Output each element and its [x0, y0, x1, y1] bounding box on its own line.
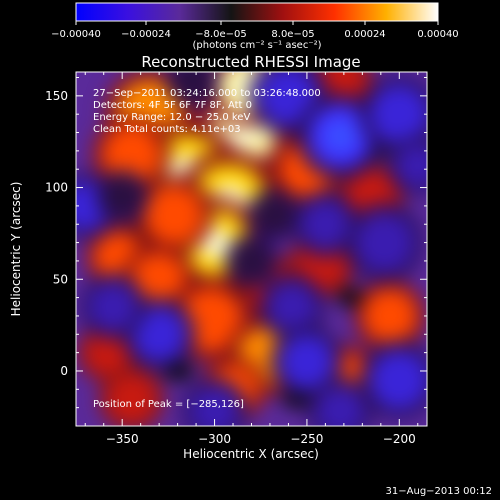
- heatmap-source: [280, 335, 334, 389]
- colorbar-tick-label: −0.00040: [51, 29, 101, 40]
- heatmap-source: [232, 241, 271, 281]
- heatmap-source: [254, 195, 293, 235]
- heatmap-source: [173, 72, 212, 101]
- heatmap-source: [88, 282, 137, 331]
- heatmap-sources: [76, 72, 427, 426]
- annotation-line: Detectors: 4F 5F 6F 7F 8F, Att 0: [93, 100, 252, 111]
- heatmap-source: [316, 387, 365, 426]
- x-tick-label: −350: [106, 432, 139, 446]
- colorbar-tick-label: −0.00024: [121, 29, 171, 40]
- peak-position-label: Position of Peak = [−285,126]: [93, 399, 244, 410]
- annotation-block: 27−Sep−2011 03:24:16.000 to 03:26:48.000…: [93, 88, 321, 135]
- heatmap-source: [370, 85, 427, 143]
- colorbar-tick-label: −8.0e−05: [195, 29, 247, 40]
- colorbar-unit-label: (photons cm⁻² s⁻¹ asec⁻²): [192, 40, 321, 51]
- heatmap-source: [190, 387, 239, 426]
- heatmap-source: [396, 143, 427, 188]
- heatmap-source: [363, 289, 417, 343]
- annotation-line: 27−Sep−2011 03:24:16.000 to 03:26:48.000: [93, 88, 321, 99]
- heatmap-source: [301, 200, 350, 249]
- heatmap-source: [102, 125, 161, 184]
- chart-title: Reconstructed RHESSI Image: [141, 53, 360, 71]
- heatmap-source: [259, 72, 318, 125]
- x-tick-label: −250: [290, 432, 323, 446]
- annotation-line: Clean Total counts: 4.11e+03: [93, 124, 241, 135]
- y-tick-label: 0: [60, 364, 68, 378]
- footer-timestamp: 31−Aug−2013 00:12: [385, 486, 492, 497]
- x-axis-label: Heliocentric X (arcsec): [183, 447, 319, 461]
- heatmap-source-core: [324, 120, 356, 152]
- heatmap-source: [102, 177, 142, 216]
- y-tick-label: 50: [53, 272, 68, 286]
- annotation-line: Energy Range: 12.0 − 25.0 keV: [93, 112, 250, 123]
- x-tick-label: −200: [383, 432, 416, 446]
- heatmap-source: [132, 307, 186, 361]
- heatmap-source: [132, 252, 186, 306]
- heatmap-source: [107, 374, 156, 423]
- heatmap-source: [355, 213, 414, 272]
- heatmap-source: [145, 186, 203, 244]
- heatmap-source: [85, 331, 130, 375]
- heatmap-source: [370, 351, 427, 409]
- colorbar: [75, 2, 439, 22]
- y-tick-label: 150: [45, 89, 68, 103]
- colorbar-tick-label: 8.0e−05: [271, 29, 314, 40]
- heatmap-source: [268, 282, 317, 331]
- axis-ticks: −350 −300 −250 −200 0 50 100 150: [45, 72, 427, 446]
- colorbar-tick-label: 0.00024: [344, 29, 385, 40]
- y-tick-label: 100: [45, 181, 68, 195]
- y-axis-label: Heliocentric Y (arcsec): [9, 182, 23, 317]
- x-tick-label: −300: [198, 432, 231, 446]
- colorbar-tick-label: 0.00040: [417, 29, 458, 40]
- colorbar-ticks: −0.00040 −0.00024 −8.0e−05 8.0e−05 0.00024 0.…: [51, 21, 459, 40]
